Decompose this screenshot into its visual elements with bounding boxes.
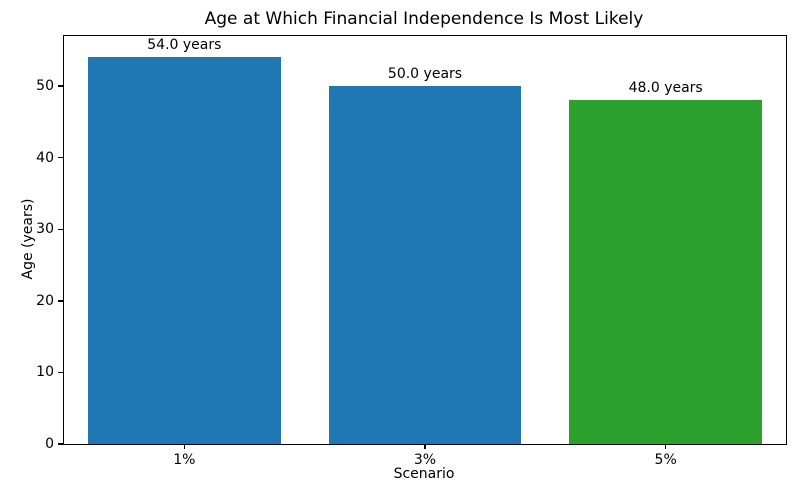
bar-1%	[88, 57, 281, 444]
y-tick-label: 10	[36, 364, 54, 381]
bar-5%	[569, 100, 762, 444]
bar-value-label: 48.0 years	[628, 80, 703, 97]
y-tick-mark	[58, 228, 64, 230]
x-tick-label: 1%	[173, 452, 196, 468]
y-tick-mark	[58, 156, 64, 159]
y-tick-label: 20	[36, 292, 54, 309]
x-tick-label: 3%	[413, 452, 437, 468]
bar-3%	[328, 86, 522, 444]
y-tick-label: 50	[36, 78, 54, 95]
y-tick-mark	[58, 443, 64, 445]
y-tick-mark	[58, 300, 64, 302]
y-axis-label: Age (years)	[20, 198, 36, 280]
x-tick-label: 5%	[654, 452, 677, 468]
plot-area: 0 10 20 30 40 50 54.0 years 1% 50.0 years 3% 48.0 …	[36, 35, 787, 468]
y-tick-mark	[58, 371, 64, 374]
y-tick-label: 0	[45, 436, 54, 452]
x-tick-mark	[183, 444, 186, 449]
bar-value-label: 50.0 years	[387, 66, 463, 83]
chart-title: Age at Which Financial Independence Is M…	[204, 9, 644, 29]
x-tick-mark	[424, 444, 426, 449]
y-tick-label: 40	[36, 149, 54, 166]
y-tick-mark	[58, 85, 64, 87]
y-tick-label: 30	[36, 221, 54, 238]
bar-value-label: 54.0 years	[147, 37, 222, 54]
x-tick-mark	[664, 444, 667, 449]
x-axis-label: Scenario	[393, 466, 455, 482]
